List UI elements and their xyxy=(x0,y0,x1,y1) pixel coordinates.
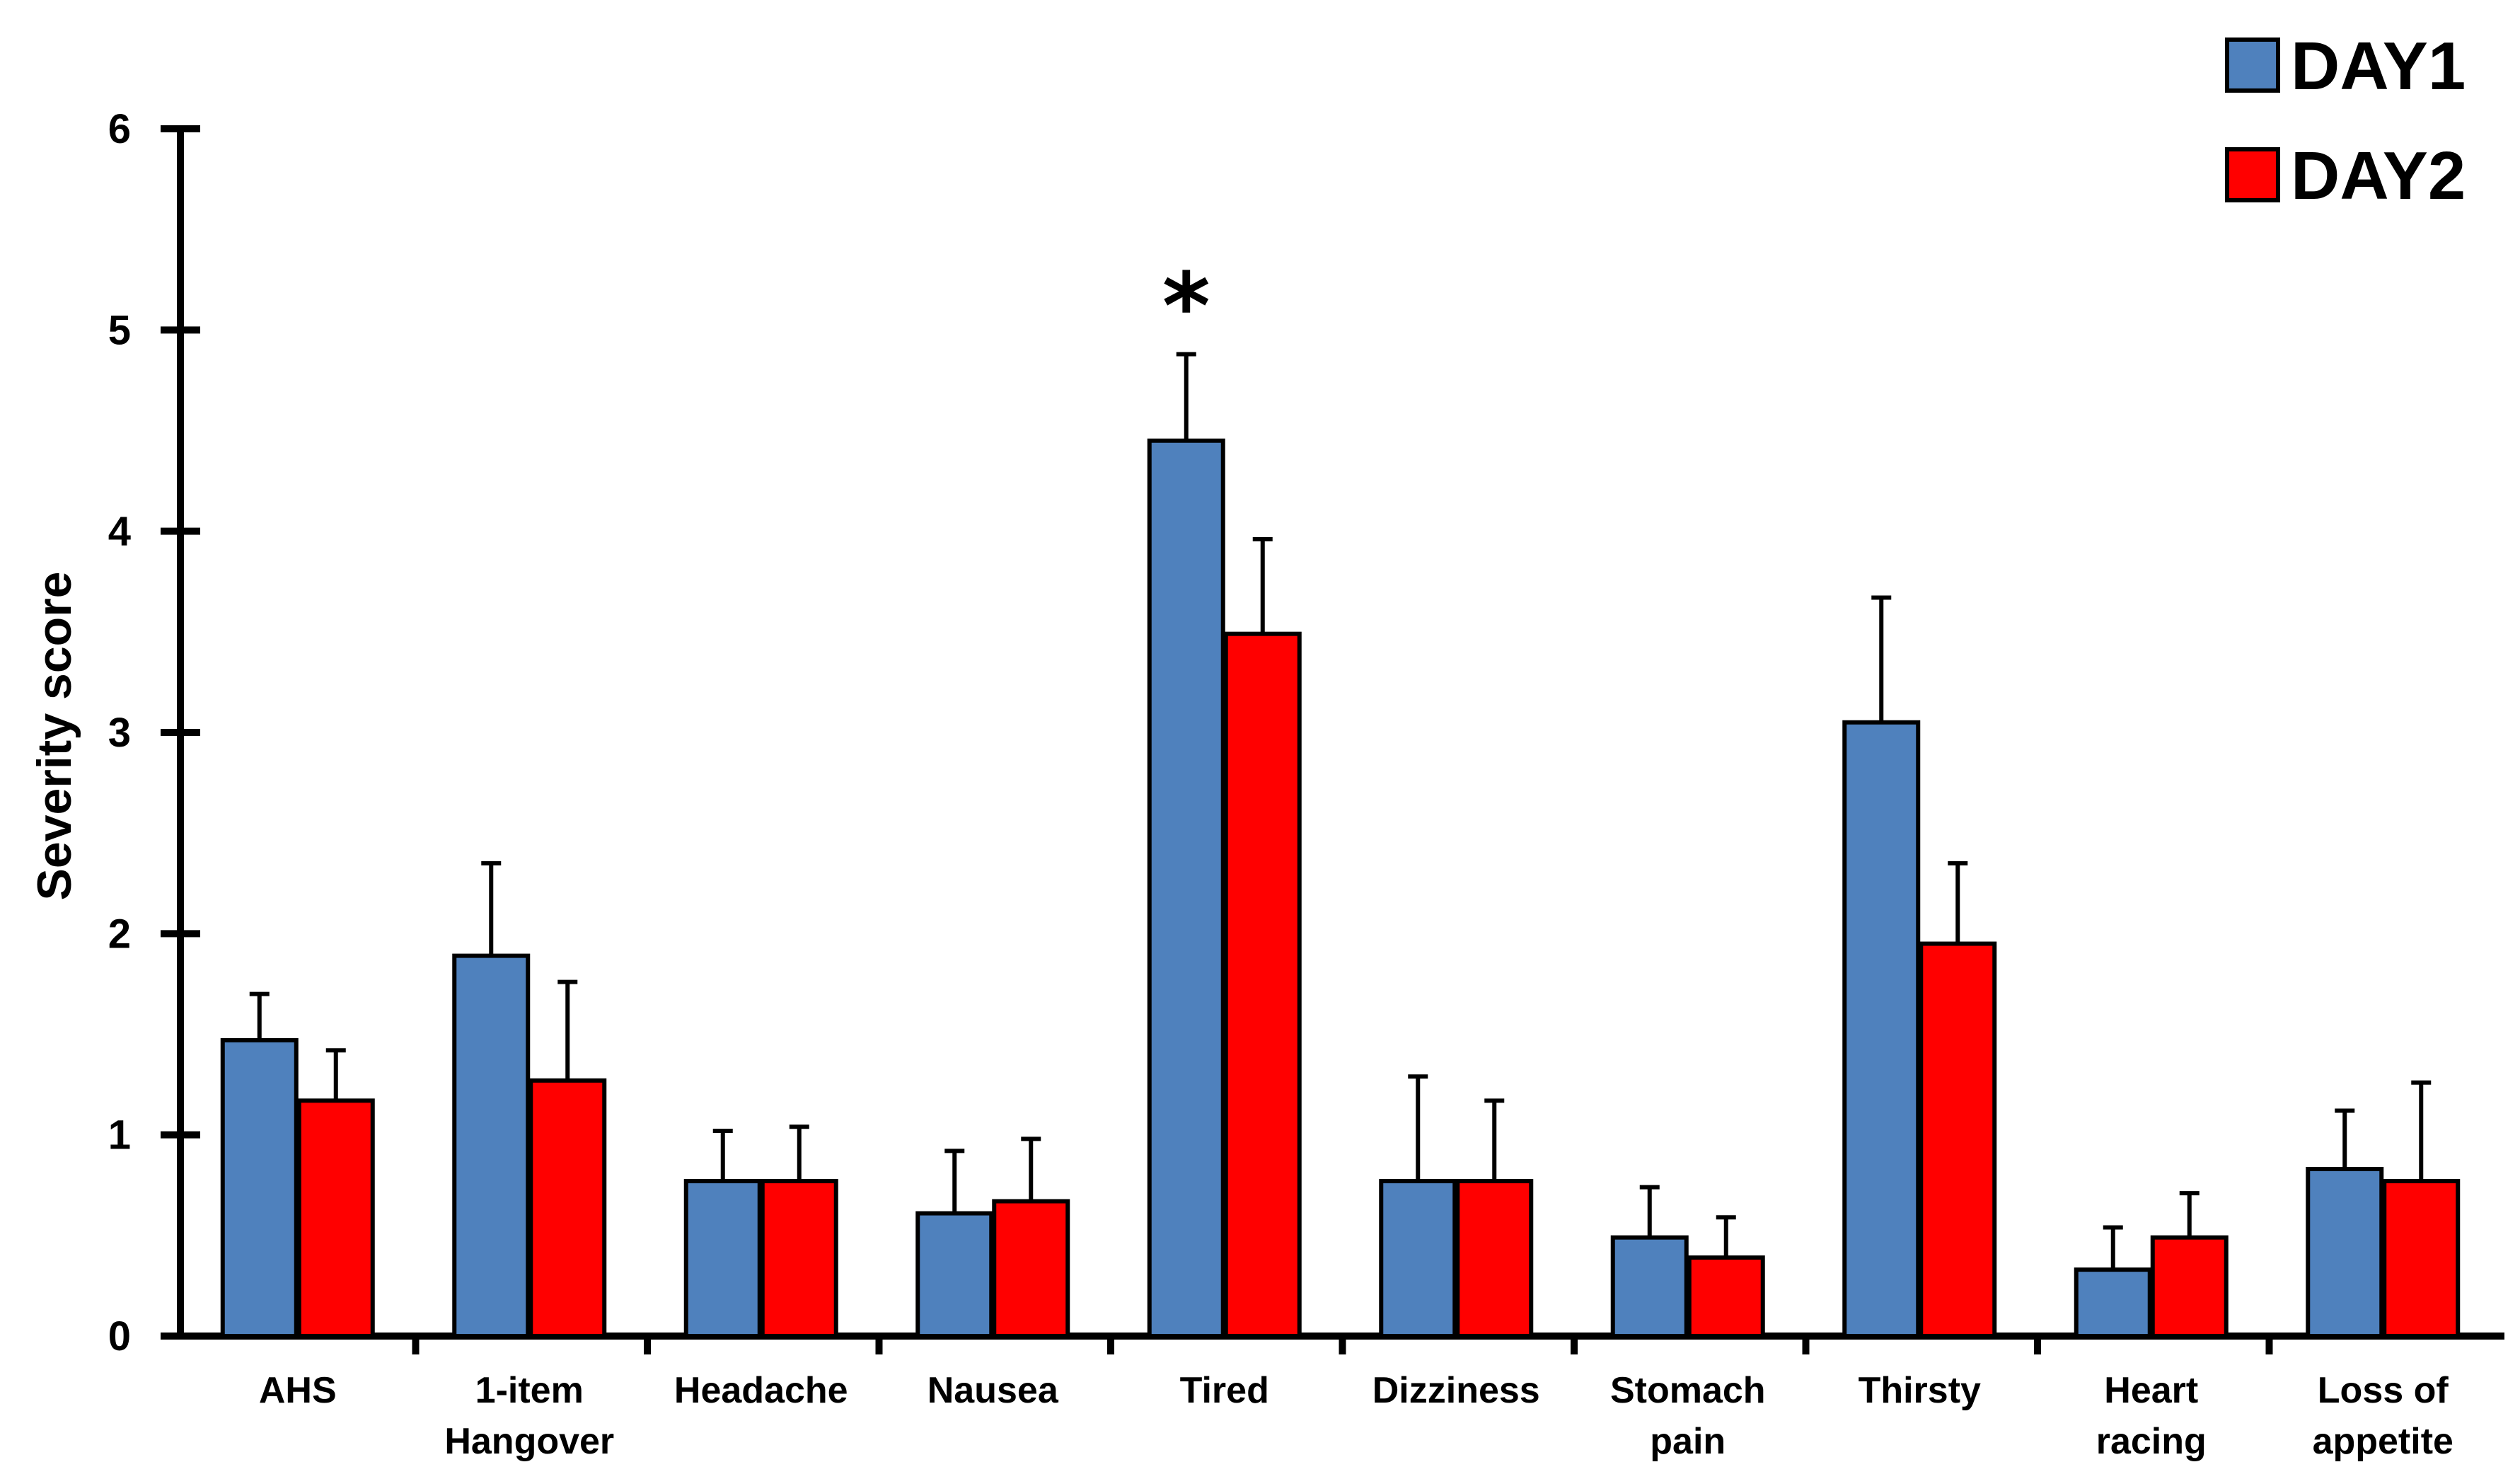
bar-day1-2 xyxy=(683,1179,762,1339)
x-tick-label: AHS xyxy=(259,1370,337,1411)
x-tick-label: Stomach xyxy=(1610,1370,1766,1411)
y-tick-labels: 0 1 2 3 4 5 6 xyxy=(108,106,131,1359)
bar-day2-9 xyxy=(2382,1179,2461,1339)
x-tick-label: Loss of xyxy=(2318,1370,2449,1411)
x-tick-label: Thirsty xyxy=(1859,1370,1981,1411)
x-tick-label: Tired xyxy=(1180,1370,1269,1411)
bar-day2-4 xyxy=(1223,631,1302,1338)
legend-label-day1: DAY1 xyxy=(2291,28,2466,104)
bar-day1-3 xyxy=(915,1211,994,1338)
x-tick-label: appetite xyxy=(2313,1421,2453,1462)
x-tick-label: Hangover xyxy=(444,1421,614,1462)
legend: DAY1 DAY2 xyxy=(2225,28,2466,214)
bar-day2-5 xyxy=(1455,1179,1534,1339)
x-tick-label: Dizziness xyxy=(1372,1370,1540,1411)
bar-day2-1 xyxy=(528,1078,607,1338)
bar-day1-6 xyxy=(1610,1235,1689,1338)
bar-day1-5 xyxy=(1379,1179,1457,1339)
bar-day2-6 xyxy=(1687,1255,1765,1338)
legend-label-day2: DAY2 xyxy=(2291,138,2466,214)
x-tick-label: Headache xyxy=(674,1370,848,1411)
bar-day1-1 xyxy=(452,953,531,1338)
bar-day2-8 xyxy=(2150,1235,2229,1338)
bar-day1-7 xyxy=(1842,720,1921,1338)
x-tick-label: 1-item xyxy=(475,1370,584,1411)
y-axis-label: Severity score xyxy=(28,572,81,901)
y-tick-label: 4 xyxy=(108,509,131,555)
bar-day2-7 xyxy=(1919,941,1997,1339)
bars xyxy=(220,438,2461,1339)
x-tick-label: pain xyxy=(1650,1421,1726,1462)
x-tick-label: racing xyxy=(2096,1421,2207,1462)
annotations: * xyxy=(1162,253,1210,360)
significance-asterisk: * xyxy=(1162,253,1210,360)
y-tick-label: 3 xyxy=(108,710,131,756)
bar-day2-0 xyxy=(296,1098,375,1338)
y-tick-label: 0 xyxy=(108,1313,131,1359)
bar-day2-3 xyxy=(992,1199,1070,1339)
x-tick-labels: AHS 1-item Hangover Headache Nausea Tired Dizz… xyxy=(259,1370,2453,1462)
y-tick-label: 2 xyxy=(108,911,131,957)
x-tick-label: Heart xyxy=(2104,1370,2198,1411)
y-tick-label: 5 xyxy=(108,307,131,353)
bar-day1-9 xyxy=(2306,1167,2384,1338)
y-tick-label: 1 xyxy=(108,1112,131,1158)
bar-day1-4 xyxy=(1147,438,1225,1338)
error-bars xyxy=(249,352,2432,1270)
legend-swatch-day1 xyxy=(2225,38,2280,93)
bar-day2-2 xyxy=(760,1179,838,1339)
legend-swatch-day2 xyxy=(2225,147,2280,202)
bar-day1-8 xyxy=(2074,1267,2152,1339)
x-tick-label: Nausea xyxy=(927,1370,1059,1411)
y-tick-label: 6 xyxy=(108,106,131,152)
bar-day1-0 xyxy=(220,1038,299,1339)
